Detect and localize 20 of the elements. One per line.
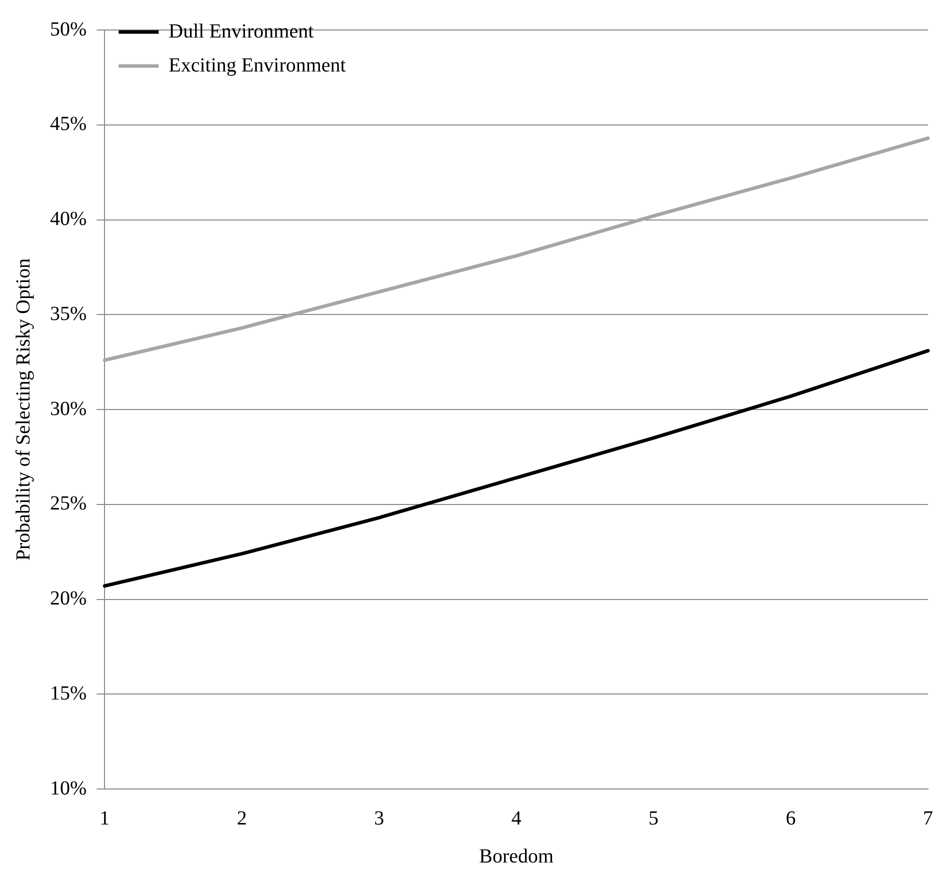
x-axis-title: Boredom: [479, 845, 554, 868]
y-tick-label: 40%: [50, 208, 87, 230]
x-tick-label: 7: [923, 807, 933, 830]
x-tick-label: 4: [511, 807, 522, 830]
x-tick-label: 6: [786, 807, 796, 830]
y-tick-label: 20%: [50, 588, 87, 610]
y-tick-label: 30%: [50, 398, 87, 420]
y-tick-label: 45%: [50, 113, 87, 136]
y-tick-label: 35%: [50, 302, 87, 325]
y-tick-label: 15%: [50, 682, 87, 704]
x-tick-label: 2: [236, 807, 247, 830]
x-tick-label: 3: [374, 807, 384, 830]
x-tick-label: 5: [648, 807, 659, 830]
legend-label: Dull Environment: [168, 20, 314, 42]
legend-label: Exciting Environment: [168, 54, 346, 76]
x-tick-label: 1: [100, 807, 110, 830]
y-tick-label: 50%: [50, 18, 87, 40]
y-tick-label: 10%: [50, 777, 87, 800]
y-axis-title: Probability of Selecting Risky Option: [12, 258, 34, 561]
y-tick-label: 25%: [50, 492, 87, 515]
